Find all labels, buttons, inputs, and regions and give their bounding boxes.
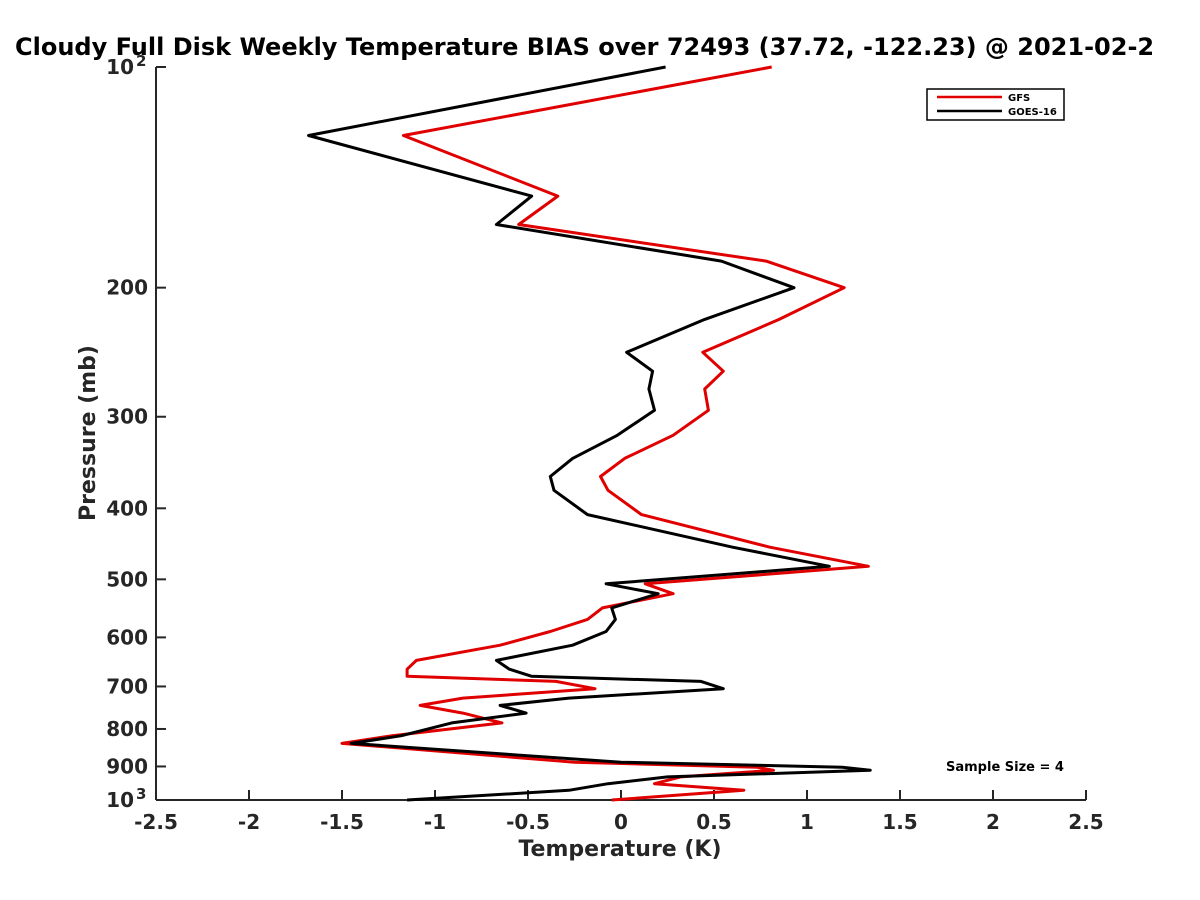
legend-box xyxy=(926,88,1065,121)
y-tick-label: 200 xyxy=(106,276,148,300)
x-tick-label: -1.5 xyxy=(320,810,364,834)
y-axis-title: Pressure (mb) xyxy=(76,345,101,521)
legend: GFS GOES-16 xyxy=(926,88,1065,121)
x-tick-label: -2.5 xyxy=(134,810,178,834)
series-line-goes-16 xyxy=(307,65,872,802)
y-tick-label: 500 xyxy=(106,567,148,591)
y-tick-label: 900 xyxy=(106,754,148,778)
y-tick-label: 800 xyxy=(106,717,148,741)
x-tick-label: -2 xyxy=(238,810,260,834)
x-tick-label: 2 xyxy=(986,810,1000,834)
x-tick-label: 2.5 xyxy=(1068,810,1103,834)
x-axis-title: Temperature (K) xyxy=(518,837,721,862)
y-tick-label: 600 xyxy=(106,625,148,649)
legend-label-gfs: GFS xyxy=(1008,93,1030,104)
y-tick-label: 300 xyxy=(106,405,148,429)
x-tick-label: 1 xyxy=(800,810,814,834)
series-layer xyxy=(307,65,872,802)
y-tick-label: 700 xyxy=(106,674,148,698)
series-line-gfs xyxy=(340,65,870,802)
x-tick-label: 1.5 xyxy=(882,810,917,834)
y-tick-label: 10 xyxy=(106,788,134,812)
y-tick-label: 400 xyxy=(106,496,148,520)
x-tick-label: -0.5 xyxy=(506,810,550,834)
y-tick-label: 10 xyxy=(106,55,134,79)
x-tick-label: -1 xyxy=(424,810,446,834)
y-tick-exponent: 2 xyxy=(136,52,146,70)
y-tick-exponent: 3 xyxy=(136,785,146,803)
legend-label-goes16: GOES-16 xyxy=(1008,107,1057,118)
x-tick-label: 0.5 xyxy=(696,810,731,834)
x-tick-label: 0 xyxy=(614,810,628,834)
sample-size-annotation: Sample Size = 4 xyxy=(946,760,1064,775)
chart-title: Cloudy Full Disk Weekly Temperature BIAS… xyxy=(15,33,1154,61)
